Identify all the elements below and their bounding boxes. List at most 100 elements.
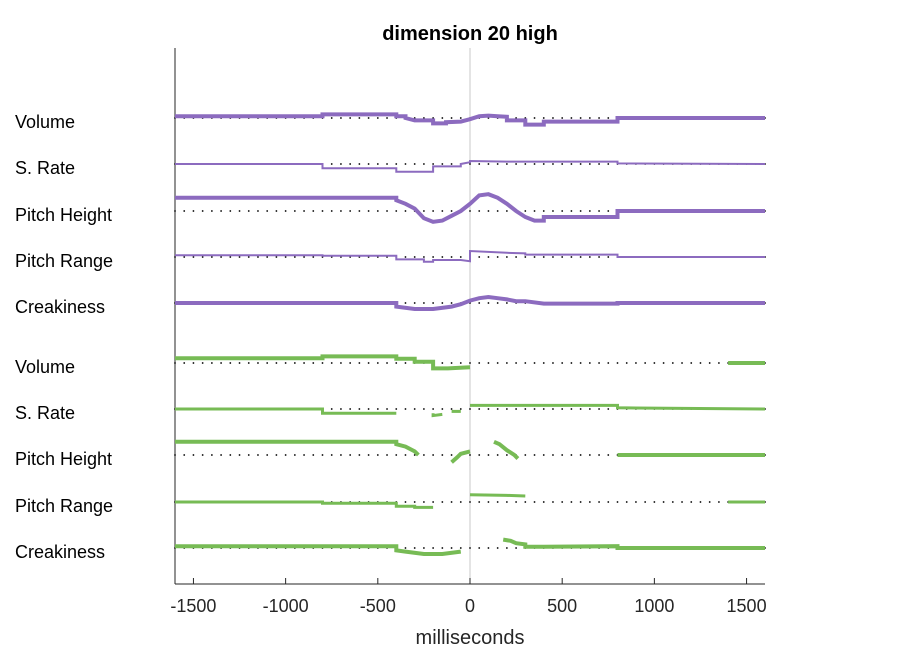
baseline-dot xyxy=(257,256,259,258)
baseline-dot xyxy=(423,454,425,456)
baseline-dot xyxy=(183,362,186,364)
baseline-dot xyxy=(376,163,379,165)
baseline-dot xyxy=(358,210,361,212)
baseline-dot xyxy=(459,408,462,410)
baseline-dot xyxy=(386,408,388,410)
baseline-dot xyxy=(293,454,296,456)
baseline-dot xyxy=(524,362,527,364)
baseline-dot xyxy=(450,302,453,304)
row-label: Pitch Range xyxy=(15,496,113,516)
row-label: Volume xyxy=(15,112,75,132)
baseline-dot xyxy=(478,547,481,549)
plot-axes: -1500 -1000 -500 0 500 1000 1500 xyxy=(170,48,767,616)
baseline-dot xyxy=(404,302,407,304)
series-line-s-rate xyxy=(470,403,766,411)
baseline-dot xyxy=(588,454,591,456)
baseline-dot xyxy=(423,302,425,304)
baseline-dot xyxy=(321,362,324,364)
baseline-dot xyxy=(192,454,195,456)
baseline-dot xyxy=(635,501,637,503)
baseline-dot xyxy=(395,163,398,165)
baseline-dot xyxy=(340,408,342,410)
baseline-dot xyxy=(441,117,444,119)
baseline-dot xyxy=(542,210,545,212)
row-label: Pitch Height xyxy=(15,449,112,469)
baseline-dot xyxy=(570,408,573,410)
baseline-dot xyxy=(681,501,683,503)
baseline-dot xyxy=(598,501,600,503)
baseline-dot xyxy=(579,210,582,212)
chart-title: dimension 20 high xyxy=(382,23,558,45)
baseline-dot xyxy=(450,256,453,258)
baseline-dot xyxy=(533,501,536,503)
baseline-dot xyxy=(699,501,702,503)
baseline-dot xyxy=(561,454,564,456)
baseline-dot xyxy=(487,501,490,503)
baseline-dot xyxy=(570,210,573,212)
baseline-dot xyxy=(330,408,333,410)
baseline-dot xyxy=(598,117,600,119)
baseline-dot xyxy=(681,362,683,364)
baseline-dot xyxy=(201,256,204,258)
baseline-dot xyxy=(496,163,499,165)
baseline-dot xyxy=(293,362,296,364)
baseline-dot xyxy=(533,362,536,364)
baseline-dot xyxy=(579,362,582,364)
baseline-dot xyxy=(524,210,527,212)
baseline-dot xyxy=(441,256,444,258)
baseline-dot xyxy=(533,408,536,410)
baseline-dot xyxy=(662,501,665,503)
baseline-dot xyxy=(505,501,508,503)
baseline-dot xyxy=(469,501,471,503)
row-label: S. Rate xyxy=(15,158,75,178)
baseline-dot xyxy=(330,210,333,212)
baseline-dot xyxy=(552,362,554,364)
baseline-dot xyxy=(210,210,213,212)
baseline-dot xyxy=(533,454,536,456)
baseline-dot xyxy=(349,163,352,165)
baseline-dot xyxy=(515,256,517,258)
baseline-dot xyxy=(183,210,186,212)
baseline-dot xyxy=(266,256,269,258)
baseline-dot xyxy=(441,454,444,456)
baseline-dot xyxy=(349,210,352,212)
baseline-dot xyxy=(524,408,527,410)
x-tick-label: -1000 xyxy=(263,596,309,616)
baseline-dot xyxy=(192,362,195,364)
baseline-dot xyxy=(201,362,204,364)
baseline-dot xyxy=(588,210,591,212)
series-line-creakiness xyxy=(175,544,462,556)
baseline-dot xyxy=(367,117,370,119)
baseline-dot xyxy=(570,163,573,165)
baseline-dot xyxy=(423,210,425,212)
baseline-dot xyxy=(450,547,453,549)
baseline-dot xyxy=(607,210,610,212)
baseline-dot xyxy=(404,501,407,503)
baseline-dot xyxy=(174,210,176,212)
baseline-dot xyxy=(478,362,481,364)
baseline-dot xyxy=(561,117,564,119)
baseline-dot xyxy=(174,362,176,364)
baseline-dot xyxy=(552,163,554,165)
baseline-dot xyxy=(644,362,647,364)
baseline-dot xyxy=(358,408,361,410)
baseline-dot xyxy=(644,501,647,503)
baseline-dot xyxy=(505,256,508,258)
baseline-dot xyxy=(303,454,305,456)
baseline-dot xyxy=(524,501,527,503)
baseline-dot xyxy=(598,362,600,364)
baseline-dot xyxy=(505,210,508,212)
baseline-dot xyxy=(478,210,481,212)
baseline-dot xyxy=(432,210,435,212)
baseline-dot xyxy=(496,362,499,364)
series-line-pitch-range xyxy=(469,493,526,498)
baseline-dot xyxy=(423,547,425,549)
baseline-dot xyxy=(515,501,517,503)
baseline-dot xyxy=(376,362,379,364)
baseline-dot xyxy=(459,256,462,258)
baseline-dot xyxy=(588,408,591,410)
baseline-dot xyxy=(552,501,554,503)
baseline-dot xyxy=(496,256,499,258)
baseline-dot xyxy=(358,117,361,119)
